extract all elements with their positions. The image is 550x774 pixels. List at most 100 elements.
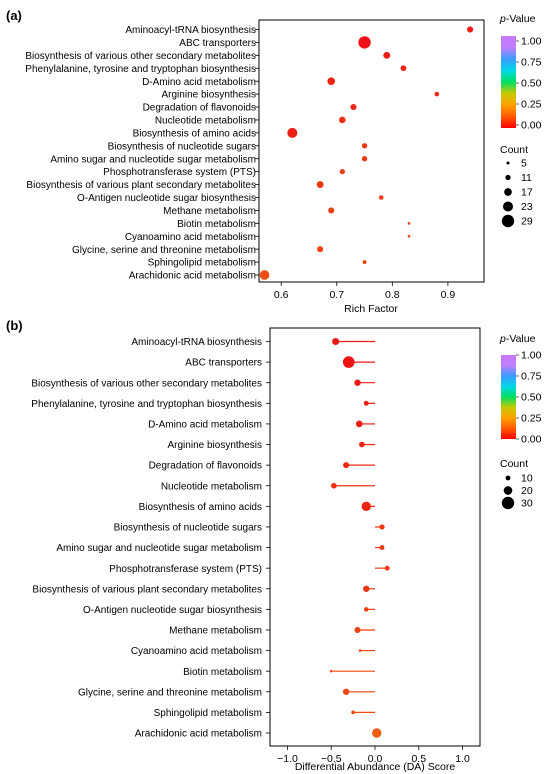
data-point (343, 462, 350, 469)
data-point (339, 168, 346, 175)
panel-a-x-ticks: 0.6 0.7 0.8 0.9 (274, 282, 455, 301)
category-label: Glycine, serine and threonine metabolism (78, 687, 262, 698)
data-point (372, 728, 382, 738)
category-label: Biosynthesis of various plant secondary … (32, 584, 262, 595)
category-label: Nucleotide metabolism (155, 116, 256, 127)
category-label: Arginine biosynthesis (162, 90, 257, 101)
colorbar-tick-label: 0.25 (521, 413, 542, 425)
count-legend-label: 20 (521, 485, 533, 497)
category-label: Methane metabolism (163, 206, 256, 217)
count-legend-label: 11 (521, 172, 532, 184)
data-point (359, 441, 365, 448)
data-point (339, 116, 346, 124)
category-label: Degradation of flavonoids (149, 461, 262, 472)
category-label: Amino sugar and nucleotide sugar metabol… (50, 154, 256, 165)
colorbar-tick-label: 0.00 (521, 434, 542, 446)
panel-a-x-axis-label: Rich Factor (344, 303, 398, 315)
category-label: Biotin metabolism (183, 667, 262, 678)
panel-a: (a) Aminoacyl-tRNA biosynthesis ABC trans… (6, 8, 542, 315)
data-point (361, 501, 371, 512)
category-label: Cyanoamino acid metabolism (131, 646, 262, 657)
panel-a-category-labels: Aminoacyl-tRNA biosynthesis ABC transport… (25, 25, 259, 282)
data-point (383, 51, 391, 59)
colorbar-tick-label: 0.25 (521, 99, 542, 111)
data-point (407, 222, 411, 225)
category-label: Arachidonic acid metabolism (135, 729, 262, 740)
data-point (342, 688, 350, 695)
count-legend-dot (505, 174, 511, 181)
count-legend-dot (502, 201, 514, 212)
panel-a-colorbar-ticks: 1.00 0.75 0.50 0.25 0.00 (516, 36, 542, 132)
count-legend-dot (503, 486, 513, 495)
panel-b-x-ticks: −1.0 −0.5 0.0 0.5 1.0 (277, 746, 470, 765)
category-label: Sphingolipid metabolism (148, 258, 256, 269)
count-legend-dot (501, 496, 515, 510)
category-label: Arginine biosynthesis (168, 440, 263, 451)
panel-b-colorbar-ticks: 1.00 0.75 0.50 0.25 0.00 (516, 350, 542, 446)
panel-b: (b) Aminoacyl-tRNA biosynthesis ABC trans… (6, 318, 542, 773)
colorbar-tick-label: 0.50 (521, 78, 542, 90)
x-tick-label: 0.5 (411, 753, 426, 765)
count-legend-label: 23 (521, 201, 533, 213)
count-legend-label: 30 (521, 498, 533, 510)
category-label: D-Amino acid metabolism (142, 77, 256, 88)
category-label: Sphingolipid metabolism (154, 708, 262, 719)
panel-b-colorbar (501, 355, 516, 439)
count-legend-dot (506, 161, 510, 165)
data-point (467, 26, 474, 33)
data-point (327, 77, 336, 86)
category-label: Amino sugar and nucleotide sugar metabol… (56, 543, 262, 554)
data-point (259, 270, 270, 280)
panel-a-count-legend-title: Count (500, 144, 528, 156)
data-point (316, 181, 324, 189)
category-label: Biosynthesis of various plant secondary … (26, 180, 256, 191)
x-tick-label: 0.7 (329, 289, 344, 301)
data-point (358, 36, 371, 49)
category-label: Biosynthesis of nucleotide sugars (114, 523, 262, 534)
x-tick-label: 0.6 (274, 289, 289, 301)
count-legend-label: 17 (521, 187, 533, 199)
data-point (354, 626, 361, 633)
colorbar-tick-label: 0.75 (521, 371, 542, 383)
panel-b-category-labels: Aminoacyl-tRNA biosynthesis ABC transport… (31, 337, 270, 740)
panel-b-pvalue-legend-title: p-Value (499, 333, 536, 345)
data-point (379, 524, 385, 530)
category-label: Aminoacyl-tRNA biosynthesis (131, 337, 262, 348)
colorbar-tick-label: 1.00 (521, 350, 542, 362)
category-label: O-Antigen nucleotide sugar biosynthesis (77, 193, 256, 204)
category-label: Biosynthesis of various other secondary … (25, 51, 256, 62)
category-label: Biosynthesis of various other secondary … (31, 378, 262, 389)
count-legend-dot (504, 188, 512, 196)
data-point (328, 207, 335, 214)
panel-b-count-legend-title: Count (500, 458, 528, 470)
x-tick-label: 0.8 (385, 289, 400, 301)
category-label: Arachidonic acid metabolism (129, 271, 256, 282)
category-label: Aminoacyl-tRNA biosynthesis (125, 25, 256, 36)
data-point (332, 337, 340, 346)
panel-a-plot-frame (258, 19, 485, 283)
data-point (342, 356, 355, 368)
data-point (358, 649, 362, 652)
colorbar-tick-label: 0.75 (521, 57, 542, 69)
panel-b-lollipop-lines (331, 340, 388, 734)
x-tick-label: 1.0 (455, 753, 470, 765)
data-point (363, 400, 369, 406)
category-label: Phosphotransferase system (PTS) (109, 564, 262, 575)
x-tick-label: −1.0 (277, 753, 298, 765)
colorbar-tick-label: 1.00 (521, 36, 542, 48)
count-legend-label: 29 (521, 216, 533, 228)
panel-b-points (329, 337, 390, 738)
count-legend-dot (505, 475, 511, 481)
category-label: Degradation of flavonoids (143, 103, 256, 114)
data-point (361, 156, 368, 162)
data-point (351, 710, 355, 715)
data-point (434, 91, 440, 97)
data-point (363, 585, 370, 592)
count-legend-label: 10 (521, 473, 533, 485)
category-label: O-Antigen nucleotide sugar biosynthesis (83, 605, 262, 616)
category-label: Phosphotransferase system (PTS) (103, 167, 256, 178)
data-point (355, 420, 363, 428)
x-tick-label: 0.0 (368, 753, 383, 765)
x-tick-label: 0.9 (441, 289, 456, 301)
